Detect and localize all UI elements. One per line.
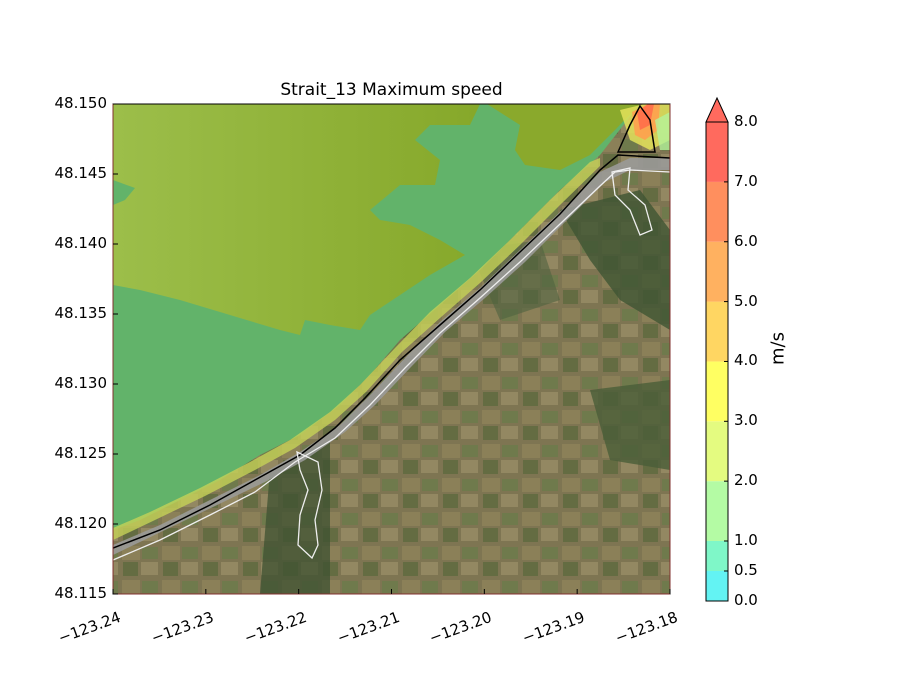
coastline-black	[113, 154, 670, 549]
speed-contour-2-3	[487, 104, 640, 170]
colorbar-tick-label: 0.0	[734, 591, 758, 609]
forest-patch	[560, 190, 670, 330]
coastline-white	[113, 169, 670, 561]
map-title: Strait_13 Maximum speed	[280, 80, 503, 100]
y-tick-label: 48.150	[54, 94, 108, 112]
colorbar-segment	[706, 421, 728, 482]
colorbar-segment	[706, 122, 728, 182]
colorbar-tick-label: 8.0	[734, 112, 758, 131]
y-tick-label: 48.125	[54, 444, 108, 462]
y-tick-label: 48.140	[54, 234, 108, 252]
colorbar-segment	[706, 481, 728, 541]
speed-contour-2-3	[113, 104, 480, 335]
coastline-black	[616, 104, 656, 153]
river-white	[611, 167, 653, 236]
speed-contour-2-3	[655, 112, 670, 150]
colorbar-tick-label: 0.5	[734, 561, 758, 579]
colorbar-tick-label: 7.0	[734, 171, 758, 190]
y-tick-label: 48.135	[54, 304, 108, 322]
colorbar-extend-arrow	[705, 96, 729, 123]
colorbar-tick-label: 1.0	[734, 531, 758, 549]
colorbar-segment	[706, 571, 728, 601]
x-axis-ticks	[112, 589, 671, 594]
colorbar-tick-label: 5.0	[734, 291, 758, 310]
colorbar-tick-label: 3.0	[734, 411, 758, 430]
colorbar-segment	[706, 361, 728, 422]
y-tick-label: 48.120	[54, 514, 108, 532]
colorbar	[705, 96, 729, 602]
colorbar-segment	[706, 241, 728, 302]
speed-contour-6-7	[637, 104, 654, 130]
y-tick-label: 48.115	[54, 584, 108, 602]
colorbar-segment	[706, 181, 728, 242]
y-tick-label: 48.130	[54, 374, 108, 392]
colorbar-tick-label: 2.0	[734, 471, 758, 490]
river-white	[296, 450, 323, 560]
colorbar-tick-label: 6.0	[734, 231, 758, 250]
colorbar-tick-label: 4.0	[734, 351, 758, 370]
forest-patch	[590, 380, 670, 470]
colorbar-segment	[706, 541, 728, 571]
y-tick-label: 48.145	[54, 164, 108, 182]
y-axis-ticks	[113, 103, 118, 595]
colorbar-unit-label: m/s	[767, 332, 789, 365]
speed-contour-2-3	[113, 180, 135, 205]
colorbar-segment	[706, 301, 728, 362]
